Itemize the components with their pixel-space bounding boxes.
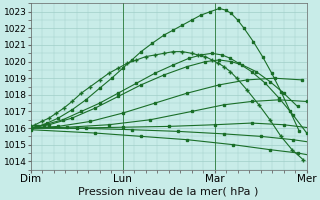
X-axis label: Pression niveau de la mer( hPa ): Pression niveau de la mer( hPa ) [78, 187, 259, 197]
